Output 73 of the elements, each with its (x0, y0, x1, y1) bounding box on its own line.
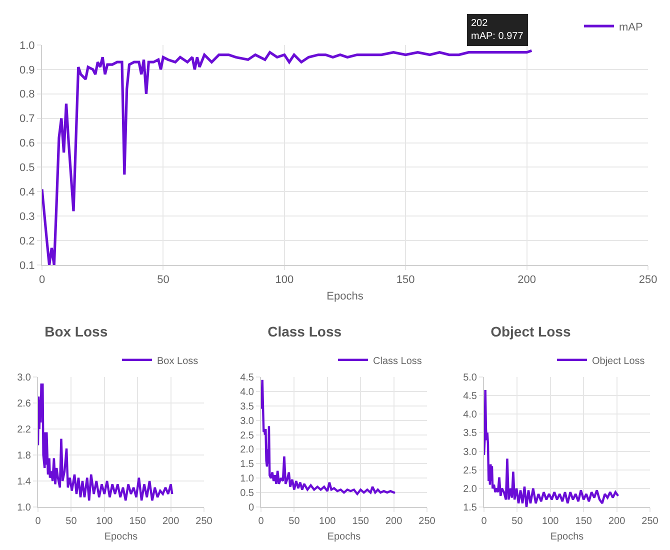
y-tick-label: 0.5 (240, 488, 254, 500)
y-tick-label: 2.2 (17, 424, 32, 436)
y-tick-label: 4.5 (240, 372, 254, 384)
annotation: 202 mAP: 0.977 (471, 18, 524, 42)
y-tick-label: 5.0 (463, 372, 478, 384)
chart-title: Box Loss (44, 324, 108, 340)
y-tick-label: 0.4 (20, 186, 35, 199)
y-tick-label: 3.0 (17, 372, 32, 384)
x-tick-label: 100 (319, 516, 336, 527)
y-tick-label: 3.0 (463, 446, 478, 458)
x-tick-label: 100 (96, 516, 114, 527)
y-tick-label: 0.3 (20, 210, 35, 223)
legend-label: mAP (619, 21, 643, 34)
x-tick-label: 0 (481, 516, 488, 527)
x-tick-label: 250 (196, 516, 213, 527)
x-tick-label: 150 (575, 516, 592, 527)
x-tick-label: 100 (542, 516, 560, 527)
y-tick-label: 3.5 (463, 428, 478, 440)
x-tick-label: 200 (162, 516, 180, 527)
y-tick-label: 3.5 (240, 401, 254, 412)
y-tick-label: 2.0 (240, 444, 254, 456)
y-tick-label: 1.0 (17, 502, 32, 514)
y-tick-label: 0.2 (20, 235, 35, 248)
x-tick-label: 200 (518, 274, 536, 286)
y-tick-label: 4.0 (463, 410, 478, 421)
line-series (484, 388, 620, 507)
y-tick-label: 2.5 (240, 430, 254, 442)
y-tick-label: 0.9 (20, 64, 35, 76)
chart-title: Class Loss (268, 324, 342, 340)
y-tick-label: 0.1 (20, 260, 35, 272)
x-tick-label: 250 (638, 274, 658, 286)
x-axis-title: Epochs (550, 532, 584, 542)
x-tick-label: 150 (129, 516, 146, 527)
y-tick-label: 2.6 (17, 398, 32, 410)
legend-label: Object Loss (592, 356, 645, 367)
y-tick-label: 4.0 (240, 386, 254, 398)
x-axis-title: Epochs (326, 290, 364, 302)
y-tick-label: 1.5 (240, 459, 254, 470)
x-tick-label: 50 (288, 516, 300, 527)
y-tick-label: 1.0 (20, 40, 35, 52)
y-tick-label: 1.5 (463, 502, 478, 514)
x-tick-label: 250 (418, 516, 436, 527)
chart-title: Object Loss (490, 324, 571, 340)
y-tick-label: 0.6 (20, 138, 35, 150)
y-tick-label: 1.4 (17, 476, 32, 488)
y-tick-label: 1.0 (240, 474, 254, 485)
y-tick-label: 1.8 (17, 450, 32, 462)
x-tick-label: 200 (608, 516, 626, 527)
y-tick-label: 3.0 (240, 416, 254, 427)
line-series (38, 382, 174, 502)
y-tick-label: 0 (248, 502, 254, 514)
x-axis-title: Epochs (327, 532, 361, 542)
x-tick-label: 150 (396, 274, 415, 286)
y-tick-label: 0.7 (20, 113, 35, 126)
x-tick-label: 50 (66, 516, 78, 527)
y-tick-label: 0.5 (20, 162, 35, 174)
y-tick-label: 2.5 (463, 465, 478, 476)
line-series (261, 378, 396, 496)
y-tick-label: 0.8 (20, 88, 35, 101)
x-tick-label: 100 (275, 274, 294, 286)
x-tick-label: 0 (258, 516, 264, 527)
x-tick-label: 0 (38, 274, 46, 286)
y-tick-label: 4.5 (463, 391, 478, 402)
legend-label: Class Loss (373, 356, 422, 367)
x-tick-label: 250 (642, 516, 659, 527)
x-tick-label: 200 (385, 516, 403, 527)
legend-label: Box Loss (157, 356, 198, 367)
line-series (42, 49, 533, 265)
x-tick-label: 150 (352, 516, 370, 527)
x-tick-label: 50 (512, 516, 524, 527)
x-axis-title: Epochs (104, 532, 138, 542)
y-tick-label: 2.0 (463, 484, 478, 495)
x-tick-label: 50 (157, 274, 170, 286)
